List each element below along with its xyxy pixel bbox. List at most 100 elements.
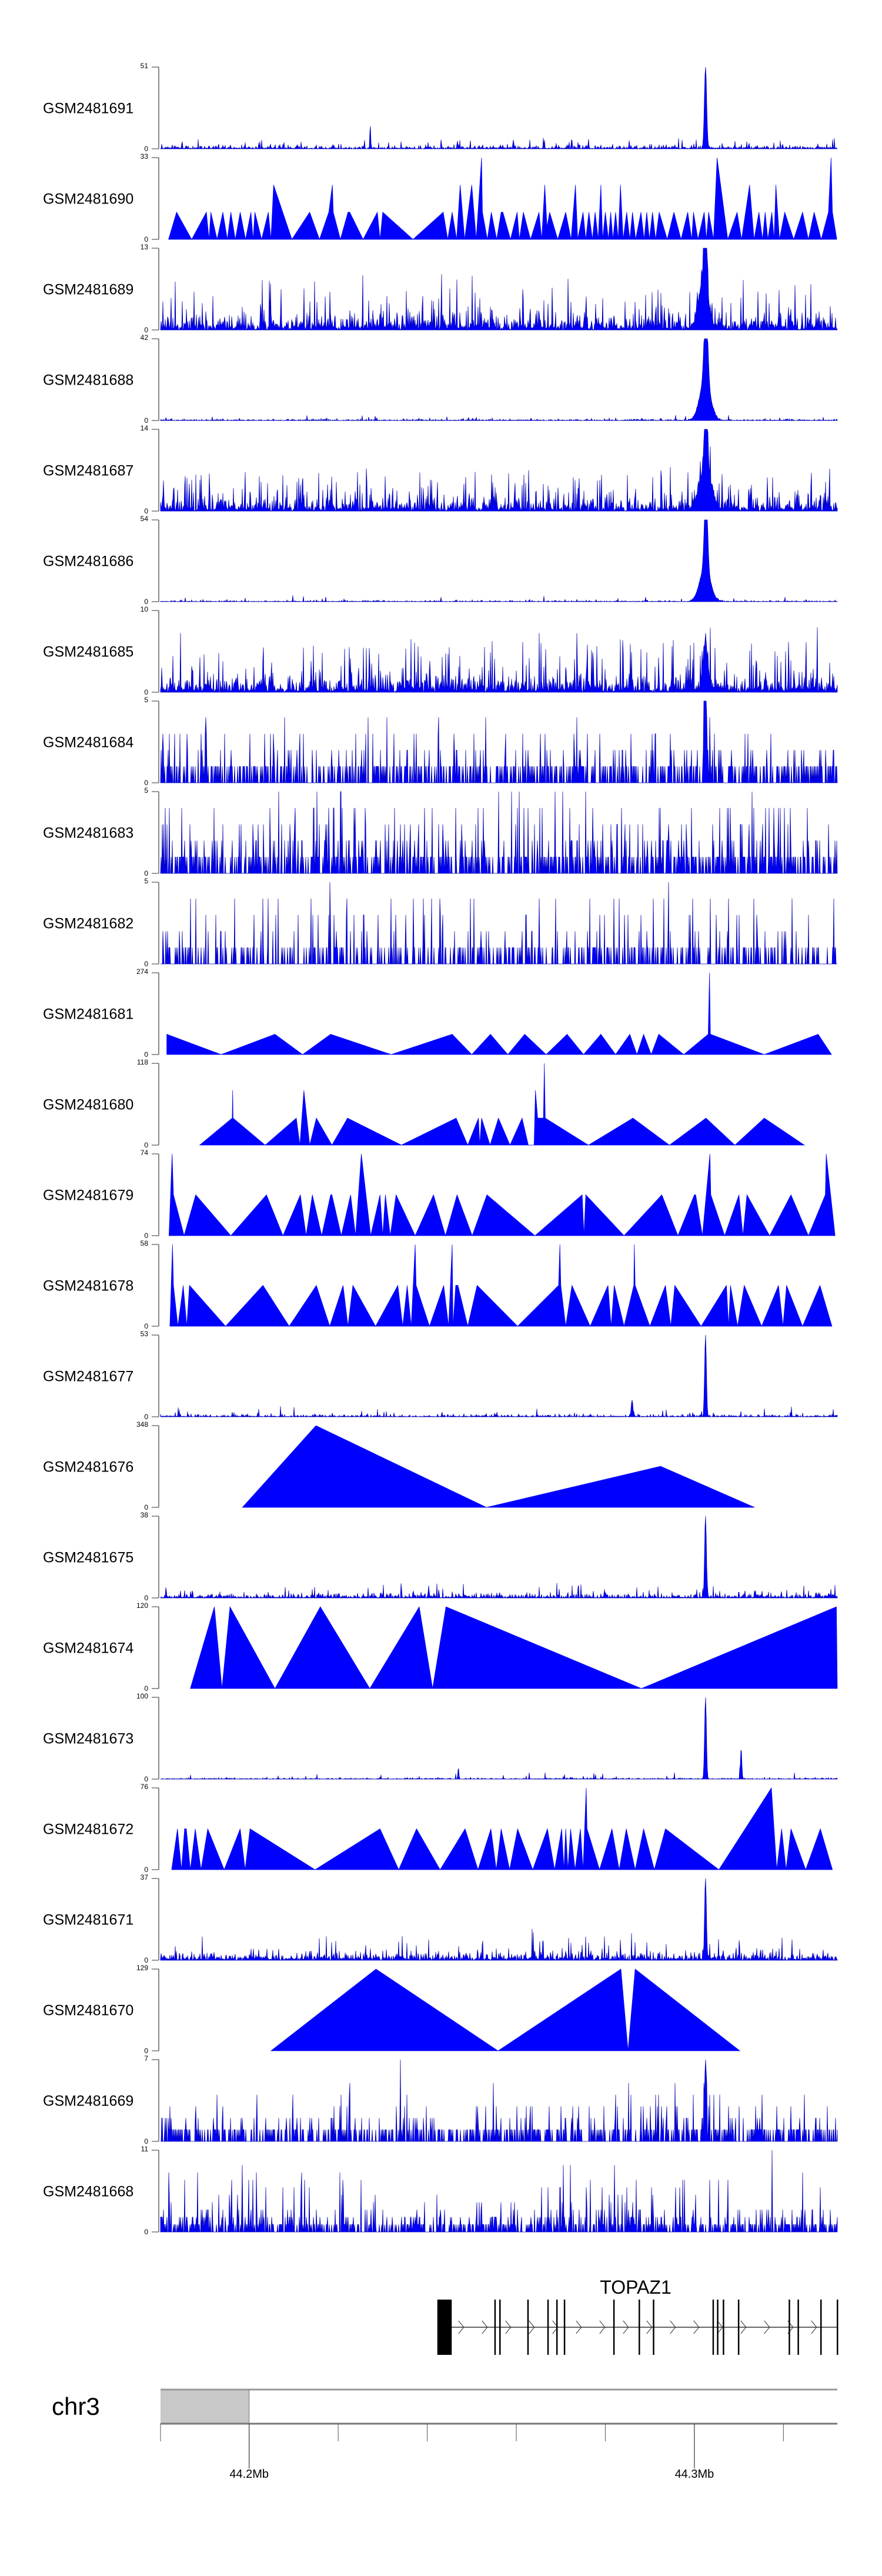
strand-arrow-icon bbox=[505, 2320, 512, 2334]
y-tick-label-max: 129 bbox=[136, 1964, 148, 1972]
coverage-area bbox=[270, 1968, 741, 2051]
exon bbox=[717, 2300, 719, 2355]
y-tick-label-zero: 0 bbox=[144, 1050, 148, 1059]
track-label: GSM2481673 bbox=[43, 1731, 133, 1747]
coverage-area bbox=[160, 700, 838, 783]
strand-arrow-icon bbox=[576, 2320, 582, 2334]
coverage-area bbox=[161, 882, 837, 965]
y-tick-label-zero: 0 bbox=[144, 2228, 148, 2236]
track-GSM2481683: GSM2481683 5 0 bbox=[43, 786, 838, 877]
coverage-area bbox=[171, 1787, 833, 1871]
y-tick-label-zero: 0 bbox=[144, 1232, 148, 1240]
exon bbox=[797, 2300, 799, 2355]
y-tick-label-zero: 0 bbox=[144, 145, 148, 153]
gene-label: TOPAZ1 bbox=[600, 2277, 671, 2298]
track-GSM2481671: GSM2481671 37 0 bbox=[43, 1873, 838, 1964]
track-GSM2481672: GSM2481672 76 0 bbox=[43, 1783, 833, 1874]
strand-arrow-icon bbox=[599, 2320, 606, 2334]
track-label: GSM2481675 bbox=[43, 1550, 133, 1566]
coverage-area bbox=[169, 1244, 833, 1327]
track-label: GSM2481669 bbox=[43, 2093, 133, 2110]
y-tick-label-zero: 0 bbox=[144, 507, 148, 515]
coverage-area bbox=[160, 1334, 838, 1418]
track-GSM2481684: GSM2481684 5 0 bbox=[43, 696, 838, 787]
coverage-area bbox=[160, 519, 838, 603]
exon bbox=[712, 2300, 714, 2355]
track-GSM2481677: GSM2481677 53 0 bbox=[43, 1330, 838, 1421]
ideogram-band bbox=[161, 2390, 249, 2424]
track-GSM2481670: GSM2481670 129 0 bbox=[43, 1964, 741, 2055]
exon bbox=[547, 2300, 549, 2355]
y-tick-label-zero: 0 bbox=[144, 598, 148, 606]
exon bbox=[527, 2300, 529, 2355]
coverage-area bbox=[169, 1153, 836, 1237]
y-tick-label-zero: 0 bbox=[144, 1775, 148, 1783]
y-tick-label-max: 37 bbox=[141, 1873, 149, 1881]
track-label: GSM2481681 bbox=[43, 1006, 133, 1023]
track-GSM2481673: GSM2481673 100 0 bbox=[43, 1692, 838, 1783]
y-tick-label-max: 58 bbox=[141, 1239, 149, 1247]
track-label: GSM2481690 bbox=[43, 191, 133, 208]
y-tick-label-zero: 0 bbox=[144, 326, 148, 334]
track-label: GSM2481671 bbox=[43, 1912, 133, 1928]
y-tick-label-max: 74 bbox=[141, 1149, 149, 1157]
y-tick-label-max: 38 bbox=[141, 1511, 149, 1519]
strand-arrow-icon bbox=[529, 2320, 535, 2334]
track-GSM2481668: GSM2481668 11 0 bbox=[43, 2145, 838, 2236]
y-tick-label-zero: 0 bbox=[144, 1413, 148, 1421]
track-label: GSM2481676 bbox=[43, 1459, 133, 1476]
chromosome-axis: chr3 44.2Mb 44.3Mb bbox=[52, 2388, 837, 2481]
coverage-area bbox=[160, 248, 838, 331]
coverage-area bbox=[160, 338, 838, 422]
strand-arrow-icon bbox=[482, 2320, 488, 2334]
track-label: GSM2481670 bbox=[43, 2003, 133, 2019]
track-label: GSM2481688 bbox=[43, 372, 133, 389]
y-tick-label-zero: 0 bbox=[144, 1503, 148, 1511]
y-tick-label-zero: 0 bbox=[144, 960, 148, 968]
y-tick-label-zero: 0 bbox=[144, 1684, 148, 1693]
strand-arrow-icon bbox=[552, 2320, 559, 2334]
coverage-area bbox=[160, 791, 838, 874]
coverage-area bbox=[160, 2150, 838, 2233]
y-tick-label-max: 11 bbox=[141, 2145, 149, 2153]
exon bbox=[820, 2300, 822, 2355]
y-tick-label-zero: 0 bbox=[144, 688, 148, 696]
track-GSM2481669: GSM2481669 7 0 bbox=[43, 2054, 838, 2145]
track-label: GSM2481689 bbox=[43, 282, 133, 298]
track-label: GSM2481682 bbox=[43, 916, 133, 932]
track-label: GSM2481679 bbox=[43, 1187, 133, 1204]
y-tick-label-max: 14 bbox=[141, 424, 149, 432]
track-GSM2481687: GSM2481687 14 0 bbox=[43, 424, 838, 515]
exon bbox=[437, 2300, 452, 2355]
y-tick-label-max: 10 bbox=[141, 605, 149, 613]
y-tick-label-zero: 0 bbox=[144, 1141, 148, 1149]
exon bbox=[563, 2300, 566, 2355]
coverage-area bbox=[160, 429, 838, 512]
coverage-area bbox=[161, 2059, 838, 2142]
exon bbox=[613, 2300, 615, 2355]
data-tracks: GSM2481691510GSM2481690330GSM2481689130G… bbox=[43, 62, 838, 2236]
y-tick-label-max: 7 bbox=[144, 2054, 148, 2063]
y-tick-label-zero: 0 bbox=[144, 235, 148, 243]
track-GSM2481676: GSM2481676 348 0 bbox=[43, 1420, 755, 1511]
chromosome-label: chr3 bbox=[52, 2393, 100, 2420]
coverage-area bbox=[166, 972, 832, 1056]
strand-arrow-icon bbox=[811, 2320, 817, 2334]
y-tick-label-max: 53 bbox=[141, 1330, 149, 1338]
strand-arrow-icon bbox=[717, 2320, 723, 2334]
track-GSM2481686: GSM2481686 54 0 bbox=[43, 515, 838, 606]
gene-track: TOPAZ1 bbox=[437, 2277, 838, 2355]
exon bbox=[556, 2300, 558, 2355]
strand-arrow-icon bbox=[646, 2320, 653, 2334]
exon bbox=[723, 2300, 724, 2355]
track-GSM2481679: GSM2481679 74 0 bbox=[43, 1149, 836, 1240]
track-label: GSM2481687 bbox=[43, 463, 133, 479]
track-label: GSM2481684 bbox=[43, 735, 133, 751]
y-tick-label-zero: 0 bbox=[144, 2137, 148, 2145]
coverage-area bbox=[190, 1606, 838, 1689]
track-GSM2481688: GSM2481688 42 0 bbox=[43, 333, 838, 425]
y-tick-label-max: 100 bbox=[136, 1692, 148, 1700]
track-GSM2481682: GSM2481682 5 0 bbox=[43, 877, 837, 968]
y-tick-label-max: 42 bbox=[141, 333, 149, 342]
y-tick-label-zero: 0 bbox=[144, 2047, 148, 2055]
